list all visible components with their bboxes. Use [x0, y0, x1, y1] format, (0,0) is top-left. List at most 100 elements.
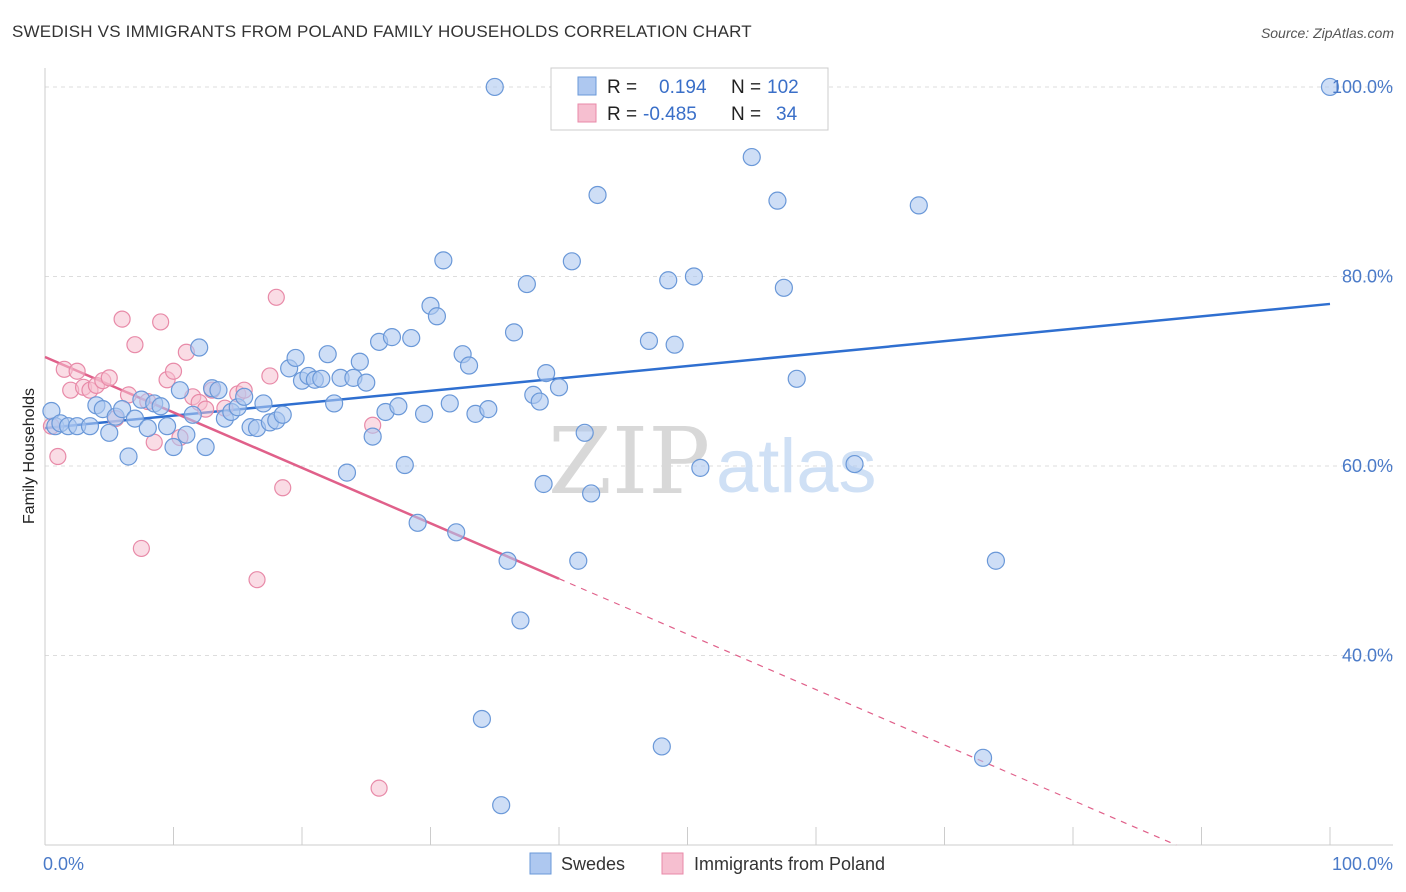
series-swedes-points	[42, 77, 1340, 815]
data-point-swedes	[312, 369, 331, 388]
data-point-swedes	[447, 523, 466, 542]
data-point-poland	[248, 571, 266, 589]
data-point-poland	[132, 539, 150, 558]
data-point-swedes	[973, 748, 993, 767]
data-point-swedes	[286, 348, 305, 368]
data-point-swedes	[209, 381, 228, 400]
data-point-swedes	[164, 437, 183, 457]
data-point-swedes	[190, 338, 209, 357]
data-point-poland	[113, 310, 131, 328]
data-point-swedes	[434, 251, 453, 270]
data-point-swedes	[472, 709, 491, 729]
legend-swatch-poland	[577, 103, 597, 123]
tick-labels: 40.0% 60.0% 80.0% 100.0% 0.0% 100.0%	[43, 77, 1393, 874]
data-point-swedes	[357, 373, 376, 392]
data-point-poland	[274, 479, 292, 497]
data-point-poland	[126, 336, 144, 354]
data-point-poland	[152, 313, 170, 331]
data-point-swedes	[395, 455, 414, 475]
legend-r-value-poland: -0.485	[643, 104, 697, 125]
data-point-poland	[370, 779, 388, 797]
data-point-swedes	[562, 252, 581, 271]
data-point-swedes	[569, 551, 588, 570]
data-point-swedes	[183, 405, 202, 424]
data-point-swedes	[382, 328, 402, 347]
data-point-swedes	[549, 378, 569, 397]
data-point-swedes	[318, 345, 337, 364]
data-point-swedes	[787, 369, 806, 388]
watermark: ZIP atlas	[548, 408, 877, 515]
data-point-swedes	[235, 387, 254, 406]
data-point-swedes	[534, 474, 553, 494]
data-point-swedes	[691, 458, 710, 477]
data-point-swedes	[582, 484, 601, 503]
data-point-swedes	[498, 551, 517, 570]
y-tick-label: 100.0%	[1332, 77, 1393, 97]
data-point-swedes	[517, 274, 536, 294]
data-point-swedes	[659, 271, 678, 290]
y-tick-label: 80.0%	[1342, 266, 1393, 286]
data-point-swedes	[196, 437, 215, 457]
data-point-swedes	[845, 454, 864, 474]
legend-n-value-swedes: 102	[767, 77, 799, 98]
data-point-swedes	[402, 328, 421, 348]
bottom-legend-label-poland: Immigrants from Poland	[694, 854, 885, 874]
data-point-swedes	[414, 404, 434, 423]
x-tick-label-max: 100.0%	[1332, 854, 1393, 874]
data-point-swedes	[427, 307, 447, 326]
y-axis-title: Family Households	[21, 388, 38, 524]
data-point-swedes	[504, 323, 524, 342]
data-point-swedes	[408, 513, 427, 532]
x-tick-label-min: 0.0%	[43, 854, 84, 874]
legend-n-value-poland: 34	[776, 104, 798, 125]
data-point-swedes	[254, 394, 273, 413]
data-point-poland	[164, 362, 183, 380]
data-point-swedes	[138, 418, 157, 438]
data-point-swedes	[575, 423, 594, 442]
data-point-swedes	[389, 397, 408, 416]
data-point-swedes	[363, 427, 382, 446]
data-point-swedes	[479, 400, 498, 419]
data-point-swedes	[80, 417, 100, 436]
bottom-legend-label-swedes: Swedes	[561, 854, 625, 874]
legend-r-label-swedes: R =	[607, 77, 637, 98]
data-point-swedes	[151, 397, 170, 416]
data-point-swedes	[459, 356, 479, 375]
data-point-swedes	[588, 185, 607, 205]
legend-n-label-swedes: N =	[731, 77, 761, 98]
data-point-swedes	[665, 335, 684, 354]
legend-r-value-swedes: 0.194	[659, 77, 707, 98]
y-tick-label: 60.0%	[1342, 456, 1393, 476]
data-point-swedes	[774, 278, 793, 297]
gridlines	[45, 86, 1393, 656]
data-point-swedes	[511, 611, 530, 630]
data-point-swedes	[537, 364, 556, 383]
y-tick-label: 40.0%	[1342, 645, 1393, 665]
data-point-swedes	[768, 191, 787, 210]
data-point-swedes	[485, 77, 504, 97]
source-label: Source: ZipAtlas.com	[1260, 25, 1394, 41]
data-point-swedes	[492, 796, 511, 815]
data-point-swedes	[157, 417, 177, 436]
chart-title: SWEDISH VS IMMIGRANTS FROM POLAND FAMILY…	[12, 22, 752, 41]
data-point-poland	[68, 362, 86, 380]
axes	[44, 68, 1393, 846]
legend-swatch-swedes	[577, 76, 597, 96]
data-point-swedes	[112, 400, 132, 419]
trend-line-poland-extension	[558, 578, 1177, 846]
bottom-legend: Swedes Immigrants from Poland	[529, 852, 885, 875]
data-point-swedes	[125, 409, 145, 428]
legend-r-label-poland: R =	[607, 104, 637, 125]
data-point-swedes	[170, 381, 190, 400]
data-point-swedes	[909, 196, 928, 215]
data-point-swedes	[639, 331, 659, 350]
data-point-poland	[267, 288, 285, 306]
data-point-swedes	[273, 405, 292, 424]
data-point-poland	[261, 367, 279, 385]
data-point-poland	[100, 369, 118, 387]
legend-n-label-poland: N =	[731, 104, 761, 125]
data-point-swedes	[986, 551, 1006, 570]
data-point-swedes	[325, 394, 344, 413]
data-point-swedes	[337, 463, 357, 482]
